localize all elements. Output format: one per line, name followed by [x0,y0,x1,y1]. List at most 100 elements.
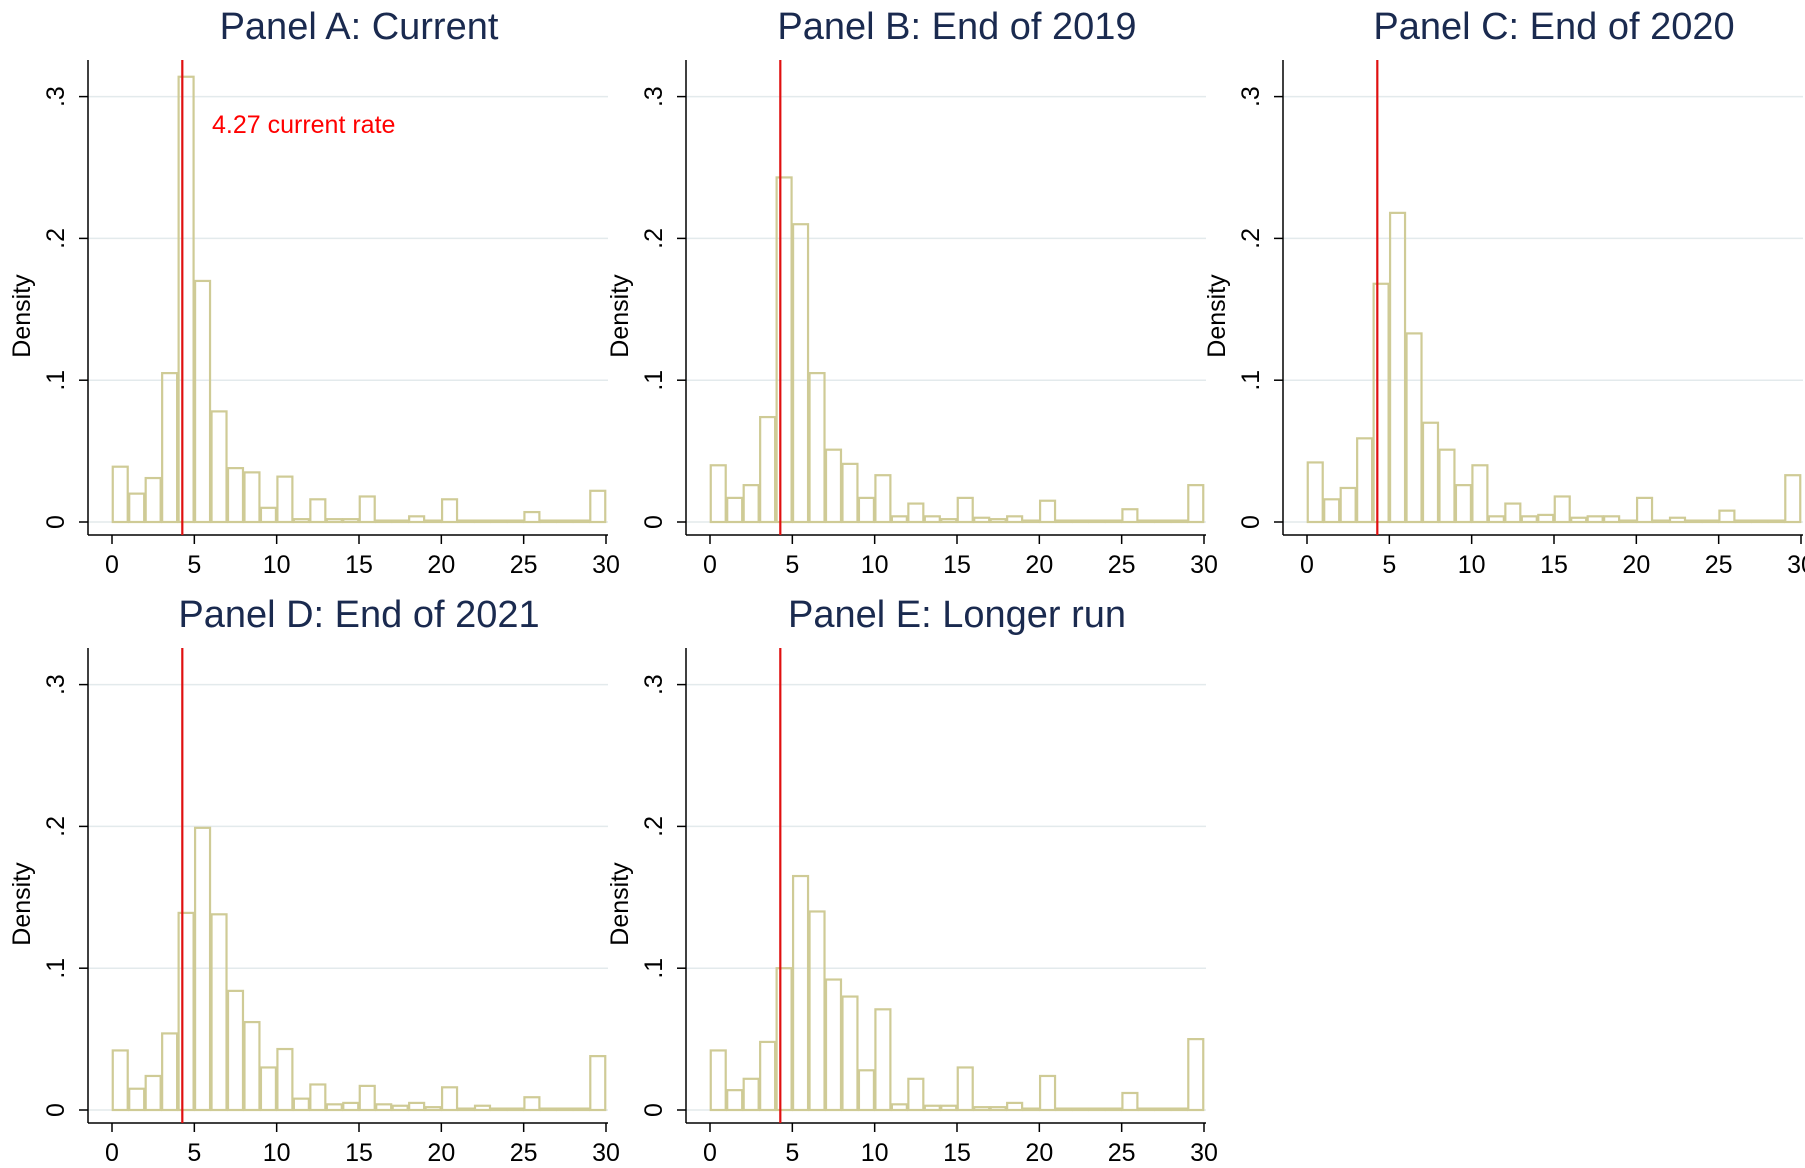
histogram-bar [775,176,793,524]
histogram-bar [791,223,810,524]
histogram-bar [1537,513,1555,524]
histogram-bar [824,978,843,1112]
histogram-bar [161,372,179,524]
histogram-bar [1718,509,1736,524]
histogram-bar [841,995,859,1112]
histogram-bar [956,496,974,524]
y-tick-label: 0 [42,515,70,529]
histogram-bar [1339,486,1357,524]
histogram-bar [874,474,892,524]
histogram-bar [589,489,607,524]
histogram-bar [1088,519,1106,524]
histogram-bar [1121,508,1139,524]
histogram-bar [890,1103,908,1112]
histogram-bar [193,279,212,524]
panel-title: Panel A: Current [220,6,499,48]
histogram-bar [1137,1107,1155,1112]
histogram-bar [973,1106,991,1112]
x-tick-label: 0 [1300,551,1314,579]
histogram-bar [424,1106,442,1112]
histogram-bar [1022,1107,1040,1112]
y-tick-label: 0 [42,1103,70,1117]
histogram-bar [775,967,793,1112]
histogram-bar [808,372,826,524]
y-tick-label: .2 [42,816,70,837]
x-tick-label: 10 [263,1139,291,1167]
histogram-bar [1372,282,1390,524]
x-tick-label: 20 [1622,551,1650,579]
histogram-bar [726,1089,744,1112]
histogram-bar [1421,421,1440,524]
x-tick-label: 20 [1025,551,1053,579]
histogram-bar [111,1049,129,1112]
x-tick-label: 0 [105,551,119,579]
histogram-panel: Panel C: End of 2020 0 .1 .2 .3 Density 0 5 10 15… [1203,6,1805,579]
histogram-bar [1104,1107,1123,1112]
histogram-bar [940,518,958,524]
histogram-bar [1652,519,1670,524]
histogram-bar [506,519,525,524]
histogram-bar [1154,1107,1172,1112]
histogram-bar [391,1104,409,1112]
histogram-bar [144,476,162,524]
histogram-bar [1751,519,1769,524]
y-tick-label: 0 [640,515,668,529]
histogram-bar [759,415,777,524]
x-tick-label: 25 [1108,551,1136,579]
x-tick-label: 0 [105,1139,119,1167]
panel-title: Panel E: Longer run [788,594,1126,636]
histogram-bar [709,464,727,524]
histogram-bar [1603,515,1621,524]
histogram-bar [1668,516,1687,524]
histogram-panel: Panel A: Current 0 .1 .2 .3 Density 0 5 10 15 20 25… [8,6,620,579]
x-tick-label: 15 [1540,551,1568,579]
histogram-bar [1734,519,1752,524]
histogram-bar [226,467,245,524]
histogram-panel: Panel E: Longer run 0 .1 .2 .3 Density 0 5 10 15 2… [606,594,1218,1167]
histogram-bar [276,475,294,524]
histogram-bar [556,1107,574,1112]
histogram-bar [1323,498,1341,524]
histogram-bar [1022,519,1040,524]
x-tick-label: 30 [592,551,620,579]
histogram-bar [923,515,941,524]
y-tick-label: .1 [42,370,70,391]
histogram-bar [956,1066,974,1112]
histogram-bar [973,516,991,524]
histogram-bar [210,410,228,524]
histogram-bar [907,502,925,524]
x-tick-label: 25 [510,1139,538,1167]
y-tick-label: .1 [640,958,668,979]
histogram-bar [1306,461,1324,524]
histogram-bar [490,1107,508,1112]
y-tick-label: .3 [1237,86,1265,107]
histogram-bar [1520,515,1538,524]
histogram-bar [210,913,228,1112]
histogram-bar [259,1066,278,1112]
histogram-bar [1784,474,1802,524]
histogram-bar [424,519,442,524]
x-tick-label: 5 [187,551,201,579]
histogram-bar [1635,496,1654,524]
histogram-bar [1767,519,1785,524]
histogram-bar [989,1106,1007,1112]
x-tick-label: 15 [943,1139,971,1167]
y-axis-label: Density [1203,274,1231,358]
x-tick-label: 25 [1108,1139,1136,1167]
histogram-bar [259,506,278,524]
histogram-bar [1187,1037,1205,1112]
histogram-bar [1170,519,1188,524]
histogram-bar [144,1074,162,1112]
histogram-bar [1038,1074,1057,1112]
histogram-bar [473,519,492,524]
histogram-bar [408,1101,426,1112]
histogram-bar [325,1103,343,1112]
histogram-bar [1405,332,1423,524]
histogram-bar [1055,519,1073,524]
histogram-bar [539,1107,557,1112]
x-tick-label: 10 [263,551,291,579]
histogram-bar [1121,1091,1139,1112]
histogram-bar [1438,448,1456,524]
histogram-bar [742,484,760,524]
histogram-bar [457,519,475,524]
